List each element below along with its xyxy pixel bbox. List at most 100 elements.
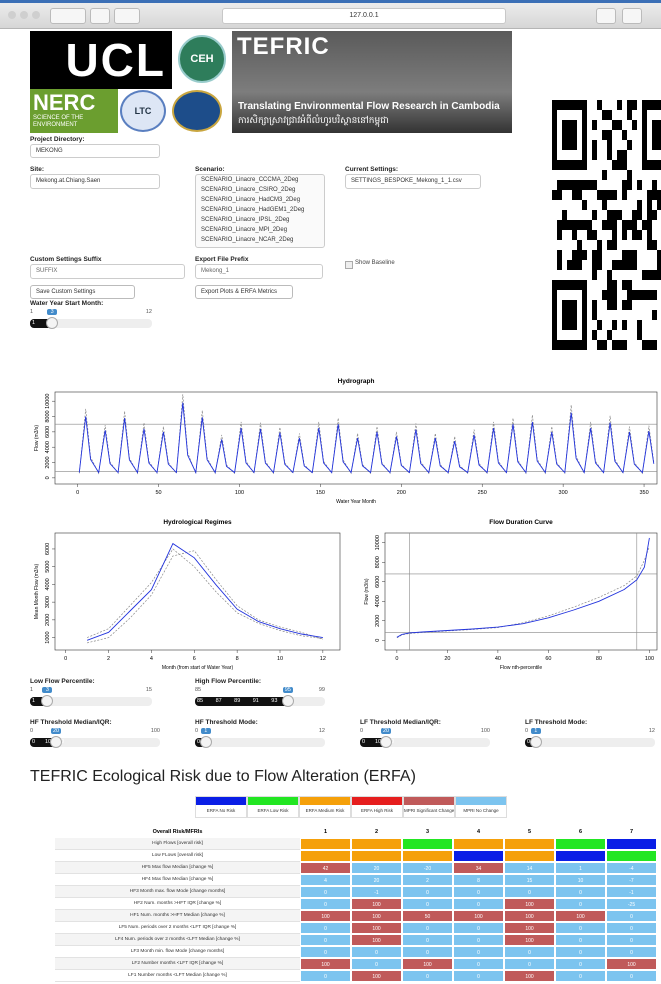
table-row-label: HF5 Max flow Median [change %] xyxy=(55,862,300,874)
scenario-option[interactable]: SCENARIO_Linacre_HadCM3_2Deg xyxy=(201,197,301,203)
scenario-option[interactable]: SCENARIO_Linacre_IPSL_2Deg xyxy=(201,217,290,223)
window-button[interactable] xyxy=(8,11,16,19)
slider-handle[interactable] xyxy=(380,736,392,748)
prefix-input[interactable]: Mekong_1 xyxy=(195,264,323,279)
slider-track xyxy=(525,738,655,747)
qr-cell xyxy=(622,180,627,190)
url-bar[interactable]: 127.0.0.1 xyxy=(222,8,506,24)
slider-handle[interactable] xyxy=(281,695,294,707)
x-axis-label: Flow nth-percentile xyxy=(500,665,542,671)
table-cell: 0 xyxy=(555,958,606,970)
share-button[interactable] xyxy=(596,8,616,24)
table-cell: 0 xyxy=(453,946,504,958)
table-cell: 0 xyxy=(300,886,351,898)
export-button[interactable]: Export Plots & ERFA Metrics xyxy=(195,285,293,299)
qr-cell xyxy=(657,260,661,270)
slider-track xyxy=(30,319,152,328)
qr-cell xyxy=(617,210,622,220)
y-tick-label: 4000 xyxy=(375,595,381,607)
suffix-input[interactable]: SUFFIX xyxy=(30,264,185,279)
nav-buttons[interactable] xyxy=(50,8,86,24)
y-tick-label: 10000 xyxy=(45,394,51,409)
window-button[interactable] xyxy=(32,11,40,19)
qr-cell xyxy=(622,280,627,290)
qr-cell xyxy=(647,200,652,210)
qr-cell xyxy=(607,140,612,150)
table-cell: 0 xyxy=(300,934,351,946)
y-axis-label: Mean Month Flow (m3/s) xyxy=(34,564,40,620)
qr-cell xyxy=(592,310,597,320)
slider-grid-label: 10 xyxy=(45,739,52,745)
table-row-label: HF3 Month max. flow Mode [change months] xyxy=(55,886,300,898)
scenario-option[interactable]: SCENARIO_Linacre_NCAR_2Deg xyxy=(201,237,294,243)
slider-grid-label: 0 xyxy=(527,739,531,745)
slider-handle[interactable] xyxy=(529,736,542,748)
table-cell: 4 xyxy=(300,874,351,886)
slider-min: 85 xyxy=(195,687,202,693)
scenario-option[interactable]: SCENARIO_Linacre_HadGEM1_2Deg xyxy=(201,207,305,213)
qr-cell xyxy=(607,190,612,200)
x-tick-label: 0 xyxy=(395,656,398,662)
qr-cell xyxy=(572,180,577,190)
project-select[interactable]: MEKONG xyxy=(30,144,160,158)
slider-value: 1 xyxy=(200,728,211,734)
slider-max: 100 xyxy=(150,728,160,734)
slider-handle[interactable] xyxy=(46,317,59,329)
qr-cell xyxy=(607,220,612,230)
slider-track xyxy=(30,738,160,747)
table-cell xyxy=(555,850,606,862)
baseline-checkbox[interactable] xyxy=(345,261,353,269)
qr-cell xyxy=(592,300,597,310)
qr-cell xyxy=(612,210,617,220)
qr-cell xyxy=(627,290,632,300)
slider-handle[interactable] xyxy=(199,736,212,748)
slider-handle[interactable] xyxy=(50,736,62,748)
plot-frame xyxy=(384,532,658,651)
table-row-label: Low FLows [overall risk] xyxy=(55,850,300,862)
scenario-option[interactable]: SCENARIO_Linacre_CSIRO_2Deg xyxy=(201,187,296,193)
table-cell: 50 xyxy=(402,910,453,922)
save-button[interactable]: Save Custom Settings xyxy=(30,285,135,299)
tabs-button[interactable] xyxy=(622,8,642,24)
qr-cell xyxy=(622,230,627,240)
y-tick-label: 2000 xyxy=(375,615,381,627)
table-cell xyxy=(453,850,504,862)
window-button[interactable] xyxy=(20,11,28,19)
x-tick-label: 300 xyxy=(559,490,568,496)
table-cell: 0 xyxy=(351,958,402,970)
qr-cell xyxy=(622,300,627,310)
slider-max: 12 xyxy=(318,728,325,734)
table-cell: 0 xyxy=(453,886,504,898)
table-cell: 0 xyxy=(555,970,606,982)
slider-max: 12 xyxy=(648,728,655,734)
qr-finder xyxy=(562,120,577,150)
qr-cell xyxy=(622,260,627,270)
qr-cell xyxy=(652,180,657,190)
qr-cell xyxy=(652,270,657,280)
table-cell: 20 xyxy=(351,862,402,874)
qr-cell xyxy=(637,290,642,300)
site-select[interactable]: Mekong.at.Chiang.Saen xyxy=(30,174,160,189)
table-cell: 0 xyxy=(351,946,402,958)
legend-item: ERFA No Risk xyxy=(195,796,247,818)
scenario-list[interactable]: SCENARIO_Linacre_CCCMA_2Deg SCENARIO_Lina… xyxy=(195,174,325,248)
y-tick-label: 2000 xyxy=(45,456,51,468)
qr-cell xyxy=(617,120,622,130)
qr-cell xyxy=(592,230,597,240)
x-tick-label: 60 xyxy=(545,656,551,662)
qr-cell xyxy=(632,220,637,230)
qr-cell xyxy=(627,220,632,230)
scenario-option[interactable]: SCENARIO_Linacre_MPI_2Deg xyxy=(201,227,288,233)
qr-cell xyxy=(607,290,612,300)
home-button[interactable] xyxy=(90,8,110,24)
settings-select[interactable]: SETTINGS_BESPOKE_Mekong_1_1.csv xyxy=(345,174,481,189)
table-cell: -1 xyxy=(606,886,657,898)
qr-cell xyxy=(607,280,612,290)
table-cell: 100 xyxy=(504,898,555,910)
sidebar-button[interactable] xyxy=(114,8,140,24)
qr-cell xyxy=(627,170,632,180)
slider-min: 1 xyxy=(30,309,34,315)
slider-handle[interactable] xyxy=(41,695,54,707)
scenario-option[interactable]: SCENARIO_Linacre_CCCMA_2Deg xyxy=(201,177,299,183)
qr-cell xyxy=(637,210,642,220)
